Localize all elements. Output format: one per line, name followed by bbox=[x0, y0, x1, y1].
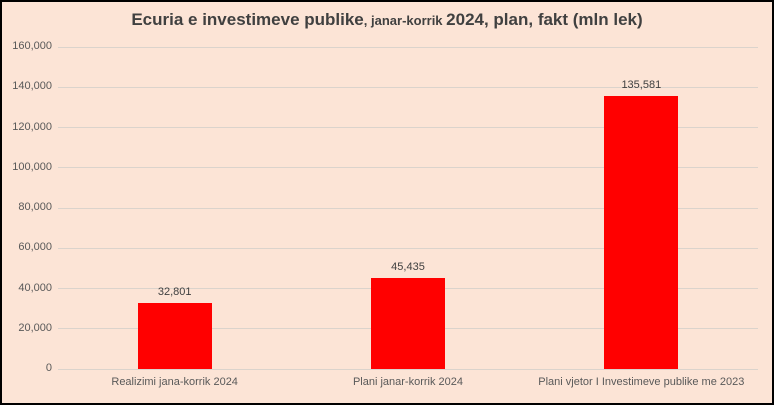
x-axis: Realizimi jana-korrik 2024 Plani janar-ko… bbox=[58, 374, 758, 394]
gridline bbox=[58, 86, 758, 88]
x-category-label: Plani janar-korrik 2024 bbox=[352, 376, 464, 388]
chart-title: Ecuria e investimeve publike, janar-korr… bbox=[2, 10, 772, 30]
y-tick-label: 80,000 bbox=[18, 201, 52, 213]
y-tick-label: 20,000 bbox=[18, 321, 52, 334]
plot-area: 32,801 45,435 135,581 bbox=[58, 46, 758, 370]
x-category-label: Plani vjetor I Investimeve publike me 20… bbox=[538, 376, 745, 388]
gridline bbox=[58, 368, 758, 370]
chart-title-segment: , janar-korrik bbox=[363, 13, 447, 28]
bar-value-label: 135,581 bbox=[621, 79, 662, 92]
y-tick-label: 0 bbox=[45, 362, 52, 374]
bar-value-label: 32,801 bbox=[157, 285, 192, 298]
bar-value-label: 45,435 bbox=[391, 260, 425, 273]
bar bbox=[137, 302, 212, 369]
y-axis: 0 20,000 40,000 60,000 80,000 100,000 120,000 1… bbox=[2, 40, 52, 374]
chart-title-segment: Ecuria e investimeve publike bbox=[131, 10, 364, 29]
y-tick-label: 160,000 bbox=[12, 40, 52, 52]
y-tick-label: 40,000 bbox=[18, 281, 52, 294]
y-tick-label: 140,000 bbox=[12, 80, 52, 93]
x-category-label: Realizimi jana-korrik 2024 bbox=[111, 376, 238, 388]
gridline bbox=[58, 167, 758, 169]
gridline bbox=[58, 46, 758, 48]
bar bbox=[604, 96, 679, 369]
gridline bbox=[58, 247, 758, 249]
y-tick-label: 120,000 bbox=[12, 120, 52, 133]
bar bbox=[371, 277, 445, 369]
y-tick-label: 60,000 bbox=[18, 241, 52, 254]
y-tick-label: 100,000 bbox=[12, 160, 52, 173]
chart-title-segment: 2024, plan, fakt (mln lek) bbox=[446, 10, 643, 29]
gridline bbox=[58, 207, 758, 209]
gridline bbox=[58, 127, 758, 128]
